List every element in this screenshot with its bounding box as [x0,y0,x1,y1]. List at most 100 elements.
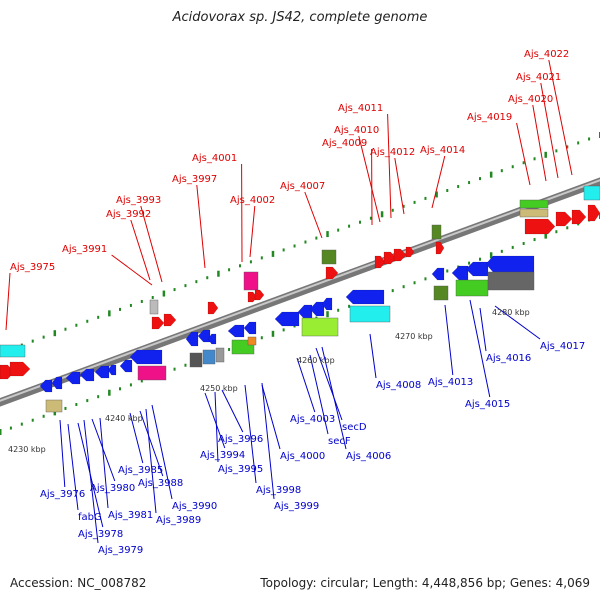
upper-tick [326,231,329,238]
gene-feature [405,246,415,258]
label-leader-line [394,157,405,215]
lower-tick [184,363,187,367]
upper-tick [468,181,471,185]
label-leader-line [140,205,163,283]
lower-tick [86,399,89,403]
label-leader-line [67,423,79,511]
upper-tick [53,330,57,337]
lower-tick [511,245,514,249]
label-leader-line [221,389,244,433]
gene-feature [349,305,391,323]
gene-label: Ajs_4019 [467,112,512,123]
gene-label: Ajs_3993 [116,195,161,206]
gene-label: Ajs_3999 [274,501,319,512]
label-leaders [5,59,573,544]
upper-tick [424,196,427,200]
label-leader-line [309,354,329,435]
gene-label: Ajs_3992 [106,209,151,220]
lower-tick [326,311,329,318]
gene-feature [51,376,63,390]
upper-tick [173,288,176,292]
lower-tick [413,281,416,285]
gene-feature [451,265,469,281]
upper-tick [108,310,111,317]
gene-label: Ajs_3990 [172,501,217,512]
scale-label: 4250 kbp [200,384,238,393]
upper-tick [577,141,580,145]
lower-tick [522,241,525,245]
upper-tick [337,228,340,232]
lower-tick [479,257,481,261]
gene-feature [309,301,325,317]
gene-feature [583,185,600,201]
gene-label: Ajs_3998 [256,485,301,496]
label-leader-line [99,417,109,509]
gene-feature [39,379,53,393]
gene-label: Ajs_3985 [118,465,163,476]
lower-tick [53,409,57,416]
label-leader-line [296,357,316,413]
upper-tick [479,177,481,181]
genome-backbone [0,177,600,407]
upper-tick [304,240,307,244]
upper-tick [119,307,121,311]
upper-tick [293,244,296,248]
genome-stats-text: Topology: circular; Length: 4,448,856 bp… [260,576,590,590]
label-leader-line [244,384,257,484]
scale-label: 4240 kbp [105,414,143,423]
lower-tick [544,232,547,239]
gene-feature [485,255,535,273]
label-leader-line [204,392,226,449]
gene-feature [247,291,258,303]
gene-feature [243,271,259,291]
label-leader-line [91,418,116,482]
upper-tick [544,151,547,158]
gene-label: secD [342,422,367,433]
label-leader-line [5,272,11,331]
lower-tick [97,395,100,399]
gene-labels: Ajs_3975 Ajs_3991 Ajs_3992 Ajs_3993 Ajs_3997… [10,49,585,556]
label-leader-line [548,59,573,176]
upper-tick [348,224,351,228]
lower-tick [282,328,285,332]
gene-label: Ajs_4014 [420,145,465,156]
gene-feature [149,299,159,315]
backbone-outer [0,177,600,407]
gene-label: Ajs_3979 [98,545,143,556]
lower-tick [31,418,34,422]
lower-tick [140,379,143,383]
gene-feature [435,241,445,255]
gene-feature [325,266,339,280]
lower-tick [228,348,231,352]
gene-feature [215,347,225,363]
lower-tick [20,422,23,426]
lower-tick [260,336,263,340]
gene-label: Ajs_3994 [200,450,245,461]
gene-feature [243,321,257,335]
label-leader-line [111,254,153,286]
gene-label: Ajs_3981 [108,510,153,521]
lower-tick [42,414,45,418]
gene-label: Ajs_3997 [172,174,217,185]
upper-tick [86,319,89,323]
gene-label: Ajs_4006 [346,451,391,462]
gene-label: Ajs_4021 [516,72,561,83]
gene-feature [487,271,535,291]
upper-tick [435,191,438,198]
upper-tick [129,303,132,307]
upper-tick [359,220,361,224]
gene-feature [163,313,177,327]
label-leader-line [83,419,99,544]
gene-label: Ajs_4010 [334,125,379,136]
upper-tick [457,185,460,189]
label-leader-line [261,384,281,450]
lower-tick [424,277,427,281]
lower-tick [64,406,67,410]
gene-feature [189,352,203,368]
lower-tick [0,429,2,435]
upper-tick [413,200,416,204]
upper-tick [588,137,591,141]
gene-feature [519,199,549,209]
